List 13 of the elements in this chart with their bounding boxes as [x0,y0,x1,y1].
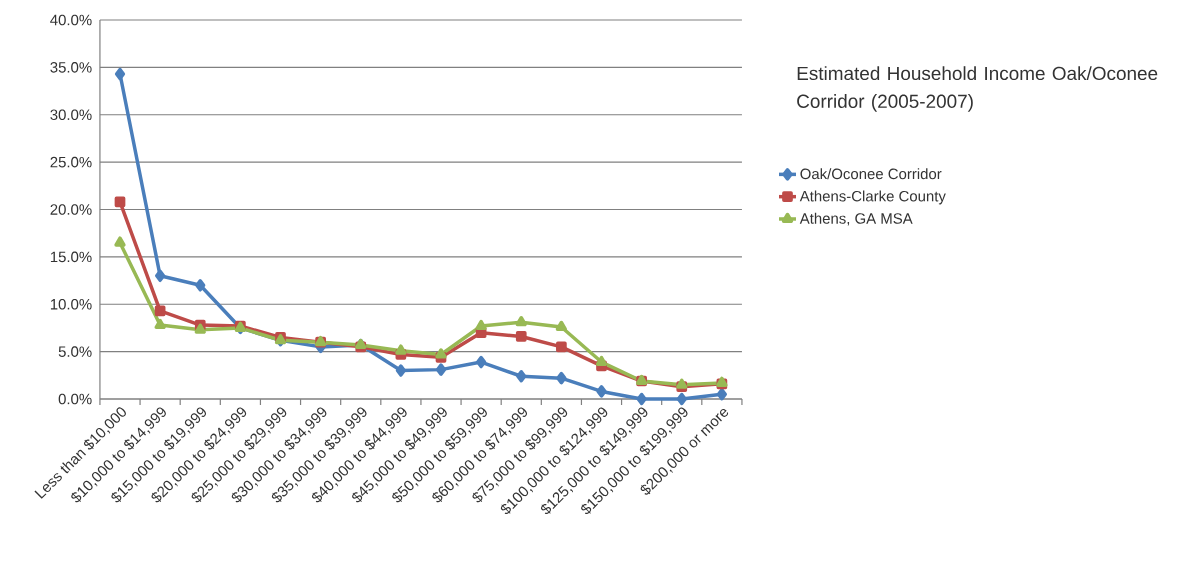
y-tick-label: 20.0% [50,204,92,215]
text: Estimated Household Income Oak/Oconee Corridor (2005-2007) [797,66,1158,112]
y-tick-label: 35.0% [50,62,92,73]
legend-label: Oak/Oconee Corridor [800,168,942,180]
y-tick-label: 30.0% [50,109,92,121]
legend-label: Athens, GA MSA [799,212,913,226]
legend-label: Athens-Clarke County [799,190,946,205]
y-tick-label: 0.0% [58,393,92,405]
y-tick-label: 5.0% [58,346,92,357]
y-tick-label: 15.0% [50,251,92,263]
y-tick-label: 25.0% [50,156,92,168]
y-tick-label: 40.0% [50,14,92,26]
y-tick-label: 10.0% [50,298,92,310]
